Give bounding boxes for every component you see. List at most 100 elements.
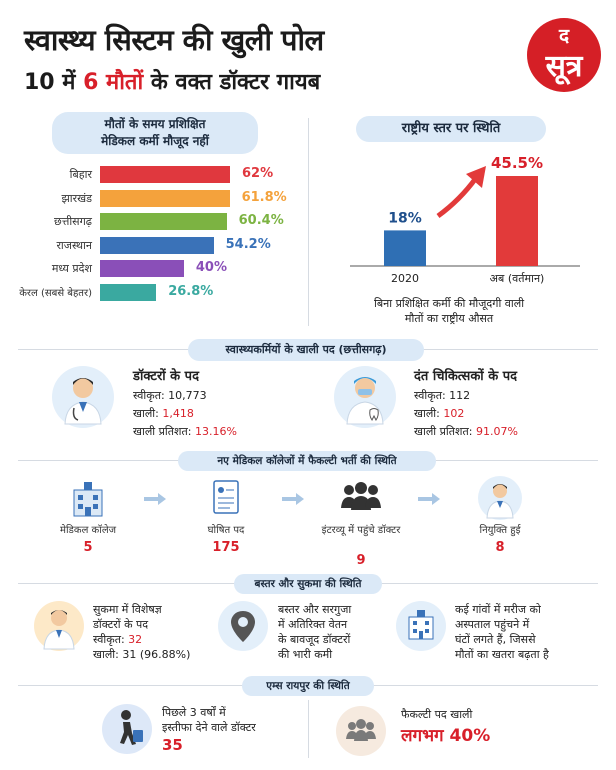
vacancies-heading: स्वास्थ्यकर्मियों के खाली पद (छत्तीसगढ़): [188, 339, 424, 361]
panel-divider: [308, 118, 309, 326]
resign-avatar: [102, 704, 152, 754]
bastar-col1-line2: डॉक्टरों के पद: [93, 618, 149, 631]
aiims-resign-line2: इस्तीफा देने वाले डॉक्टर: [162, 721, 256, 734]
national-caption: बिना प्रशिक्षित कर्मी की मौजूदगी वाली मौ…: [374, 296, 524, 326]
bar-value-label: 60.4%: [238, 213, 284, 228]
bar-value-label: 62%: [242, 166, 274, 181]
arrow-right-icon: [144, 493, 166, 505]
dentist-sanctioned-label: स्वीकृत:: [414, 389, 446, 402]
bar: [100, 283, 157, 301]
doctor-vacant: खाली: 1,418: [133, 406, 194, 421]
trend-arrow-icon: [436, 176, 479, 219]
bar-category-label: छत्तीसगढ़: [54, 215, 92, 228]
flow-step-value: 175: [212, 540, 240, 555]
dentist-percent: खाली प्रतिशत: 91.07%: [414, 424, 518, 439]
dentist-posts-title: दंत चिकित्सकों के पद: [414, 369, 517, 384]
logo-top-text: द: [558, 25, 570, 47]
dentist-sanctioned-value: 112: [449, 389, 471, 402]
flow-step-label: घोषित पद: [207, 525, 245, 536]
bastar-sanctioned-value: 32: [128, 633, 143, 646]
doctor-percent: खाली प्रतिशत: 13.16%: [133, 424, 237, 439]
clinic-avatar: [396, 601, 446, 651]
hospital-icon: [408, 610, 434, 640]
bar-category-label: मध्य प्रदेश: [51, 262, 92, 275]
bar-value-label: 61.8%: [241, 189, 287, 205]
bar-value-label: 40%: [195, 260, 227, 275]
doctor-sanctioned-value: 10,773: [168, 389, 207, 402]
aiims-resign-value: 35: [162, 736, 183, 754]
bar: [384, 230, 426, 266]
flow-step-value: 5: [83, 540, 93, 555]
faculty-avatar: [336, 706, 386, 756]
aiims-faculty-value: लगभग 40%: [401, 726, 491, 746]
faculty-heading: नए मेडिकल कॉलेजों में फैकल्टी भर्ती की स…: [178, 451, 436, 471]
bar-value-label: 18%: [388, 210, 422, 226]
subtitle-suffix: के वक्त डॉक्टर गायब: [143, 70, 321, 95]
bastar-vacant-value: 31 (96.88%): [122, 648, 191, 661]
bastar-vacant-label: खाली:: [93, 648, 119, 661]
bar: [496, 176, 538, 266]
bar-category-label: केरल (सबसे बेहतर): [19, 287, 92, 299]
left-heading-line2: मेडिकल कर्मी मौजूद नहीं: [101, 134, 209, 148]
bar-category-label: झारखंड: [61, 191, 92, 205]
bar: [100, 236, 214, 254]
bar-category-label: बिहार: [69, 168, 92, 181]
document-icon: [213, 480, 239, 514]
doctor-vacant-label: खाली:: [133, 407, 159, 420]
flow-step-label: इंटरव्यू में पहुंचे डॉक्टर: [321, 525, 401, 536]
arrow-right-icon: [418, 493, 440, 505]
bastar-col2-line: में अतिरिक्त वेतन: [278, 618, 348, 631]
flow-step-value: 9: [356, 553, 366, 568]
national-caption-line1: बिना प्रशिक्षित कर्मी की मौजूदगी वाली: [374, 297, 525, 310]
bar-category-label: 2020: [391, 272, 419, 285]
subtitle-prefix: 10 में: [24, 70, 84, 95]
group-people-icon: [341, 482, 381, 510]
flow-step-label: नियुक्ति हुई: [479, 525, 521, 536]
bastar-col3-line: अस्पताल पहुंचने में: [455, 618, 530, 631]
aiims-heading: एम्स रायपुर की स्थिति: [242, 676, 374, 696]
doctor-sanctioned: स्वीकृत: 10,773: [133, 388, 207, 403]
doctor-icon: [64, 378, 102, 425]
page-title: स्वास्थ्य सिस्टम की खुली पोल: [24, 23, 324, 57]
doctor-icon: [43, 610, 75, 650]
logo: द सूत्र: [527, 18, 601, 92]
bastar-col3-line: मौतों का खतरा बढ़ता है: [455, 648, 549, 661]
bastar-col2-line: बस्तर और सरगुजा: [278, 603, 352, 616]
dentist-vacant-label: खाली:: [414, 407, 440, 420]
flow-step-value: 8: [495, 540, 505, 555]
bastar-col2-line: के बावजूद डॉक्टरों: [278, 633, 351, 646]
bar-value-label: 26.8%: [168, 283, 214, 299]
aiims-faculty-line: फैकल्टी पद खाली: [401, 708, 473, 721]
bar-value-label: 54.2%: [225, 236, 271, 252]
doctor-icon: [486, 484, 514, 519]
hospital-icon: [73, 482, 103, 517]
doctor-vacant-value: 1,418: [162, 407, 194, 420]
bastar-col2: बस्तर और सरगुजा में अतिरिक्त वेतन के बाव…: [278, 602, 351, 662]
page-subtitle: 10 में 6 मौतों के वक्त डॉक्टर गायब: [24, 66, 320, 96]
subtitle-highlight: 6 मौतों: [83, 70, 144, 95]
left-panel-heading: मौतों के समय प्रशिक्षित मेडिकल कर्मी मौज…: [52, 112, 258, 154]
trend-arrow-head: [466, 166, 486, 188]
group-people-icon: [346, 719, 376, 741]
aiims-faculty: फैकल्टी पद खाली लगभग 40%: [401, 707, 490, 748]
left-heading-line1: मौतों के समय प्रशिक्षित: [104, 117, 206, 131]
header: स्वास्थ्य सिस्टम की खुली पोल 10 में 6 मौ…: [0, 0, 616, 102]
appointed-doctor-avatar: [478, 476, 522, 520]
dentist-icon: [346, 377, 384, 425]
national-bar-chart: 18% 2020 45.5% अब (वर्तमान): [350, 154, 580, 285]
bastar-col1-line1: सुकमा में विशेषज्ञ: [93, 603, 162, 616]
bar: [100, 213, 227, 230]
bastar-col3: कई गांवों में मरीज को अस्पताल पहुंचने मे…: [455, 602, 549, 662]
bastar-col3-line: घंटों लगते हैं, जिससे: [455, 633, 536, 646]
doctor-avatar: [52, 366, 114, 428]
dentist-percent-value: 91.07%: [475, 425, 518, 438]
bar-category-label: अब (वर्तमान): [490, 272, 545, 285]
dentist-percent-label: खाली प्रतिशत:: [414, 425, 473, 438]
national-heading: राष्ट्रीय स्तर पर स्थिति: [356, 116, 546, 142]
bar: [100, 166, 230, 183]
bar: [100, 189, 230, 207]
bastar-col1-vacant: खाली: 31 (96.88%): [93, 647, 190, 662]
specialist-avatar: [34, 601, 84, 651]
national-caption-line2: मौतों का राष्ट्रीय औसत: [404, 312, 494, 325]
location-avatar: [218, 601, 268, 651]
